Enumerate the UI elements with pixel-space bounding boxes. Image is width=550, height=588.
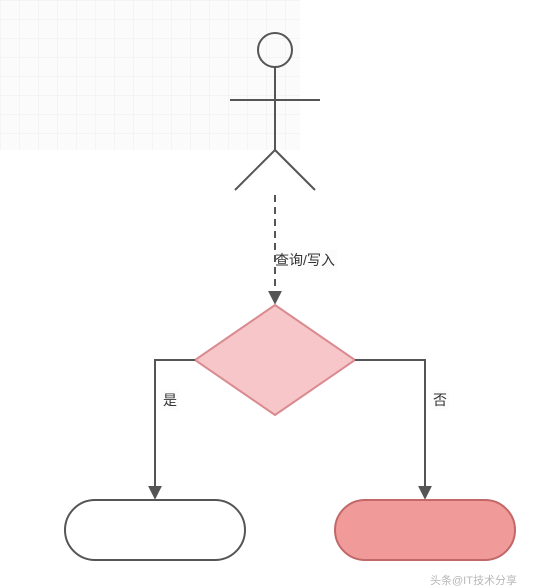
edge-no [355,360,425,497]
result-node-new [65,500,245,560]
edge-yes [155,360,195,497]
actor-icon [230,33,320,190]
flowchart [0,0,550,588]
decision-node [195,305,355,415]
result-node-old [335,500,515,560]
